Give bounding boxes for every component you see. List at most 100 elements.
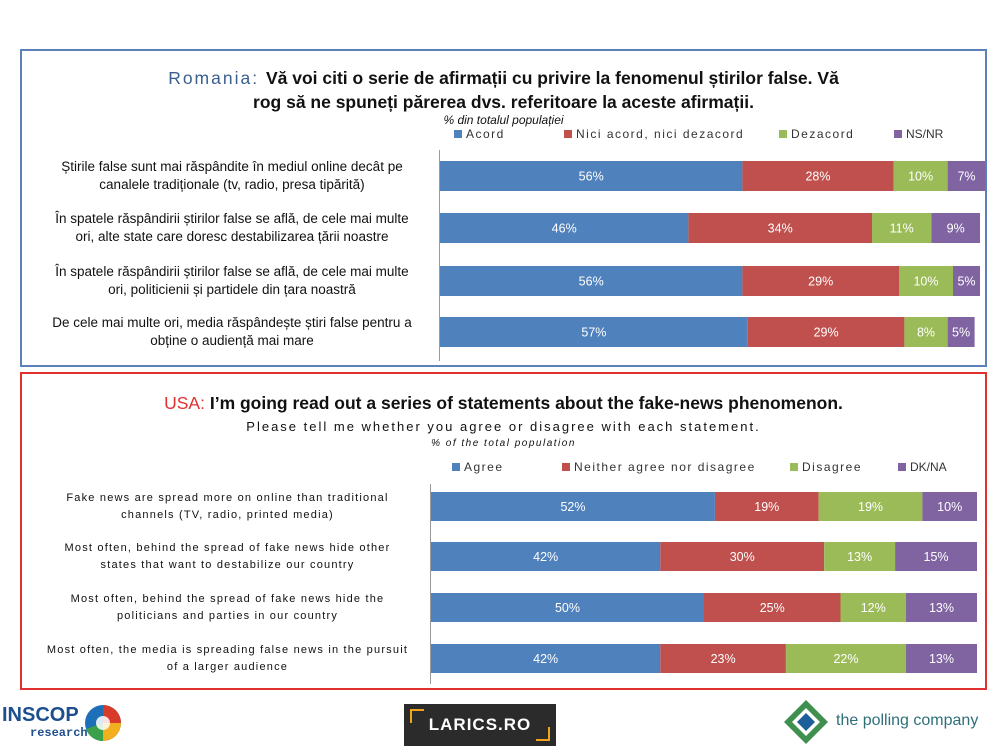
corner-mark-icon [410,709,424,723]
bar-segment [704,593,841,622]
title-country: USA: [164,393,210,413]
data-label: 10% [937,500,962,514]
legend-swatch [454,130,462,138]
data-label: 29% [808,275,833,289]
bar-segment [431,492,715,521]
legend-label: Disagree [802,460,863,474]
category-label-line: obține o audiență mai mare [150,333,314,348]
title-line-1: Vă voi citi o serie de afirmații cu priv… [265,68,839,88]
category-axis [439,150,440,361]
data-label: 42% [533,550,558,564]
legend-swatch [452,463,460,471]
legend-label: Neither agree nor disagree [574,460,756,474]
category-label: În spatele răspândirii știrilor false se… [30,210,434,246]
bar-segment [824,542,896,571]
legend-swatch [790,463,798,471]
data-label: 7% [957,170,975,184]
category-label-line: of a larger audience [166,660,289,673]
bar-segment [440,317,748,347]
data-label: 5% [952,326,970,340]
legend-item: Agree [452,460,504,474]
chart-subtitle: % of the total population [431,438,576,449]
chart-title: USA: I’m going read out a series of stat… [22,392,985,414]
chart-title: Romania: Vă voi citi o serie de afirmați… [22,67,985,89]
data-label: 34% [768,222,793,236]
legend-label: Nici acord, nici dezacord [576,127,745,141]
category-label-line: În spatele răspândirii știrilor false se… [55,264,409,279]
legend-swatch [894,130,902,138]
inscop-logo-graphic [85,705,121,741]
title-country: Romania: [168,68,266,88]
category-label-line: În spatele răspândirii știrilor false se… [55,211,409,226]
bar-segment [742,161,894,191]
bars-plot: 52% 19% 19% 10% 42% 30% 13% 15% 50% 25% 12% 13% 42% 2… [431,492,977,673]
bar-segment [904,317,948,347]
title-line-1: I’m going read out a series of statement… [209,393,843,413]
legend-label: NS/NR [906,127,944,141]
data-label: 19% [754,500,779,514]
legend-label: Acord [466,127,505,141]
bar-segment [906,593,977,622]
category-label-line: De cele mai multe ori, media răspândește… [52,315,412,330]
bar-segment [931,213,980,243]
inscop-logo: INSCOP research [0,702,130,748]
data-label: 11% [890,222,914,236]
category-label: Știrile false sunt mai răspândite în med… [30,158,434,194]
data-label: 13% [929,601,954,615]
category-label-line: ori, alte state care doresc destabilizar… [75,229,389,244]
bar-segment [714,492,819,521]
legend-swatch [779,130,787,138]
bars-plot: 56% 28% 10% 7% 46% 34% 11% 9% 56% 29% 10% 5% 57% 29% 8… [440,161,986,347]
data-label: 30% [730,550,755,564]
chart-title-line-2: rog să ne spuneți părerea dvs. referitoa… [253,92,754,112]
data-label: 13% [847,550,872,564]
legend-swatch [562,463,570,471]
category-label: Fake news are spread more on online than… [30,490,425,524]
data-label: 42% [533,652,558,666]
bar-segment [840,593,907,622]
legend-swatch [898,463,906,471]
bar-segment [947,161,986,191]
bar-segment [747,317,905,347]
legend-item: Disagree [790,460,862,474]
legend-label: Dezacord [791,127,855,141]
inscop-wordmark: INSCOP [2,704,79,726]
category-label: De cele mai multe ori, media răspândește… [30,314,434,350]
category-label-line: Most often, behind the spread of fake ne… [70,592,385,605]
bar-segment [660,644,786,673]
category-label-line: canalele tradiționale (tv, radio, presa … [99,177,365,192]
diamond-logo-icon [784,700,828,744]
data-label: 12% [861,601,886,615]
bar-segment [431,593,704,622]
data-label: 50% [555,601,580,615]
bar-segment [742,266,899,296]
bar-segment [431,542,661,571]
romania-chart-panel: Romania: Vă voi citi o serie de afirmați… [20,49,987,367]
bar-segment [947,317,975,347]
polling-company-wordmark: the polling company [836,712,979,729]
data-label: 46% [552,222,577,236]
bar-segment [906,644,977,673]
data-label: 5% [957,275,975,289]
bar-segment [431,644,661,673]
category-label-line: Most often, the media is spreading false… [46,643,409,656]
category-label-line: states that want to destabilize our coun… [100,558,355,571]
data-label: 25% [760,601,785,615]
category-label: Most often, behind the spread of fake ne… [30,540,425,574]
category-label-line: Most often, behind the spread of fake ne… [64,541,391,554]
usa-chart-panel: USA: I’m going read out a series of stat… [20,372,987,690]
legend-item: DK/NA [898,460,947,474]
bar-segment [660,542,825,571]
larics-logo: LARICS.RO [404,704,556,746]
data-label: 10% [913,275,938,289]
legend-label: DK/NA [910,460,947,474]
legend-item: Neither agree nor disagree [562,460,756,474]
bar-segment [953,266,980,296]
bar-segment [895,542,977,571]
bar-segment [899,266,953,296]
legend-item: Dezacord [779,127,854,141]
data-label: 56% [579,275,604,289]
legend-item: NS/NR [894,127,943,141]
legend-item: Nici acord, nici dezacord [564,127,744,141]
bar-segment [872,213,932,243]
